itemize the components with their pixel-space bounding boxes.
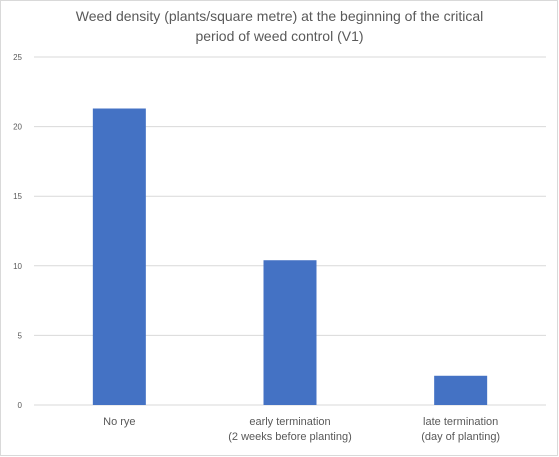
x-category-label: No rye bbox=[103, 416, 135, 428]
bar-0 bbox=[92, 108, 146, 405]
y-tick-label: 5 bbox=[18, 331, 23, 340]
y-tick-label: 15 bbox=[13, 192, 22, 201]
chart-title: Weed density (plants/square metre) at th… bbox=[75, 8, 484, 44]
y-axis-ticks: 0 5 10 15 20 25 bbox=[13, 53, 22, 410]
x-category-label: late termination bbox=[423, 416, 498, 428]
y-tick-label: 0 bbox=[18, 401, 23, 410]
bar-1 bbox=[263, 260, 317, 405]
y-tick-label: 25 bbox=[13, 53, 22, 62]
bar-2 bbox=[434, 375, 488, 405]
x-category-label: (day of planting) bbox=[421, 431, 500, 443]
bars bbox=[92, 108, 488, 405]
y-tick-label: 20 bbox=[13, 123, 22, 132]
x-category-label: early termination bbox=[249, 416, 330, 428]
x-axis-categories: No rye early termination (2 weeks before p… bbox=[103, 416, 500, 443]
y-tick-label: 10 bbox=[13, 262, 22, 271]
x-category-label: (2 weeks before planting) bbox=[228, 431, 352, 443]
